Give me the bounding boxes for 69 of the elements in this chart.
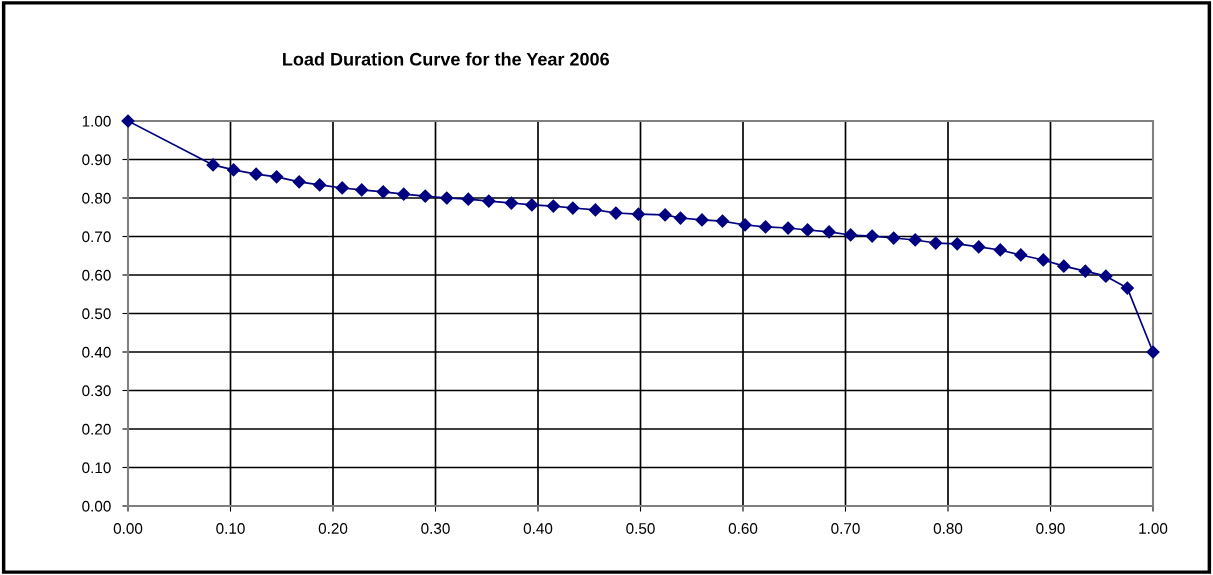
point — [270, 170, 284, 184]
point — [1146, 345, 1160, 359]
point — [972, 240, 986, 254]
x-tick-label: 0.40 — [523, 523, 553, 534]
point — [822, 225, 836, 239]
point — [440, 191, 454, 205]
point — [738, 218, 752, 232]
point — [566, 201, 580, 215]
point — [504, 196, 518, 210]
x-tick-label: 0.50 — [626, 523, 655, 534]
point — [673, 211, 688, 225]
point — [1099, 269, 1113, 283]
point — [658, 208, 672, 222]
y-tick-label: 0.60 — [82, 269, 111, 281]
point — [226, 163, 241, 177]
y-tick-label: 0.30 — [82, 385, 111, 397]
y-tick-label: 0.80 — [82, 192, 111, 204]
point — [121, 114, 135, 128]
point — [313, 178, 327, 192]
point — [292, 175, 306, 189]
point — [1120, 281, 1134, 295]
point — [1036, 253, 1050, 267]
x-tick-label: 0.10 — [216, 523, 245, 534]
x-tick-label: 0.30 — [421, 523, 450, 534]
point — [588, 203, 602, 217]
point — [482, 194, 496, 208]
y-tick-label: 0.20 — [82, 423, 111, 435]
y-tick-label: 1.00 — [82, 115, 111, 127]
x-tick-label: 0.70 — [831, 523, 860, 534]
point — [525, 198, 539, 212]
y-tick-label: 0.70 — [82, 231, 111, 243]
point — [950, 237, 964, 251]
point — [418, 189, 432, 203]
point — [1078, 264, 1092, 278]
point — [376, 185, 390, 199]
point — [609, 206, 623, 220]
x-tick-label: 0.90 — [1036, 523, 1065, 534]
point — [758, 220, 773, 234]
point — [1014, 248, 1028, 262]
y-tick-label: 0.90 — [82, 154, 111, 166]
point — [844, 228, 858, 242]
y-tick-label: 0.10 — [82, 462, 111, 474]
chart-title: Load Duration Curve for the Year 2006 — [283, 52, 609, 66]
y-tick-label: 0.00 — [82, 500, 111, 512]
point — [249, 167, 263, 181]
point — [865, 229, 879, 243]
point — [355, 183, 369, 197]
point — [546, 199, 560, 213]
point — [800, 223, 815, 237]
point — [929, 236, 943, 250]
point — [461, 192, 475, 206]
point — [397, 187, 411, 201]
point — [206, 158, 220, 172]
point — [781, 221, 795, 235]
x-tick-label: 0.80 — [933, 523, 963, 534]
point — [715, 214, 730, 228]
point — [695, 213, 709, 227]
point — [908, 233, 922, 247]
point — [631, 207, 646, 221]
point — [335, 181, 349, 195]
x-tick-label: 1.00 — [1139, 523, 1168, 534]
point — [1057, 259, 1071, 273]
point — [887, 231, 901, 245]
x-tick-label: 0.20 — [318, 523, 348, 534]
point — [993, 243, 1007, 257]
x-tick-label: 0.00 — [113, 523, 143, 534]
y-tick-label: 0.40 — [82, 346, 111, 358]
y-tick-label: 0.50 — [82, 308, 111, 320]
x-tick-label: 0.60 — [728, 523, 758, 534]
